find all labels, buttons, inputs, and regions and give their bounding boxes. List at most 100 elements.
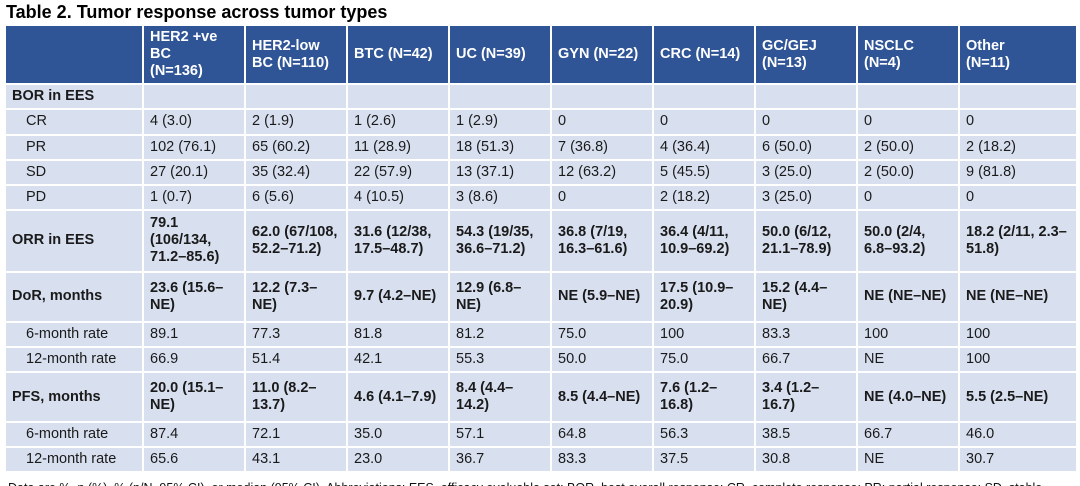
row-label: PFS, months: [4, 371, 144, 424]
data-cell: 3 (25.0): [754, 183, 858, 211]
data-cell: 0: [856, 108, 960, 136]
data-cell: 83.3: [754, 320, 858, 348]
data-cell: 9 (81.8): [958, 158, 1078, 186]
table-row: PR 102 (76.1) 65 (60.2) 11 (28.9) 18 (51.3) 7…: [4, 133, 1078, 161]
data-cell: 22 (57.9): [346, 158, 450, 186]
data-cell: 18.2 (2/11, 2.3–51.8): [958, 208, 1078, 273]
data-cell: 1 (2.9): [448, 108, 552, 136]
data-cell: [958, 83, 1078, 111]
data-cell: 100: [652, 320, 756, 348]
column-header: GC/GEJ (N=13): [754, 26, 858, 85]
data-cell: 35 (32.4): [244, 158, 348, 186]
data-cell: 7 (36.8): [550, 133, 654, 161]
data-cell: 81.2: [448, 320, 552, 348]
data-cell: [652, 83, 756, 111]
data-cell: [244, 83, 348, 111]
data-cell: 23.6 (15.6–NE): [142, 270, 246, 323]
data-cell: 31.6 (12/38, 17.5–48.7): [346, 208, 450, 273]
data-cell: 20.0 (15.1–NE): [142, 371, 246, 424]
data-cell: 72.1: [244, 421, 348, 449]
data-cell: 30.7: [958, 446, 1078, 474]
row-label: 12-month rate: [4, 446, 144, 474]
table-row: ORR in EES 79.1 (106/134, 71.2–85.6) 62.0 …: [4, 208, 1078, 273]
data-cell: 23.0: [346, 446, 450, 474]
data-cell: [142, 83, 246, 111]
row-label: SD: [4, 158, 144, 186]
data-cell: 0: [856, 183, 960, 211]
column-header: Other (N=11): [958, 26, 1078, 85]
table-row: CR 4 (3.0) 2 (1.9) 1 (2.6) 1 (2.9) 0 0 0 0 0: [4, 108, 1078, 136]
data-cell: 2 (50.0): [856, 133, 960, 161]
data-cell: 100: [958, 345, 1078, 374]
data-cell: 15.2 (4.4–NE): [754, 270, 858, 323]
data-cell: NE: [856, 446, 960, 474]
data-cell: 35.0: [346, 421, 450, 449]
table-row: 6-month rate 87.4 72.1 35.0 57.1 64.8 56.3 38.5…: [4, 421, 1078, 449]
data-cell: 51.4: [244, 345, 348, 374]
data-cell: NE (NE–NE): [958, 270, 1078, 323]
data-cell: 11 (28.9): [346, 133, 450, 161]
table-title: Table 2. Tumor response across tumor typ…: [6, 2, 388, 22]
table-row: SD 27 (20.1) 35 (32.4) 22 (57.9) 13 (37.1) 12…: [4, 158, 1078, 186]
data-cell: 36.7: [448, 446, 552, 474]
data-cell: 12.9 (6.8–NE): [448, 270, 552, 323]
data-cell: NE (5.9–NE): [550, 270, 654, 323]
tumor-response-table: HER2 +ve BC (N=136) HER2-low BC (N=110) BT…: [4, 26, 1078, 474]
data-cell: 65 (60.2): [244, 133, 348, 161]
data-cell: 6 (5.6): [244, 183, 348, 211]
table-footnote: Data are %, n (%), % (n/N, 95% CI), or m…: [8, 479, 1068, 486]
data-cell: 3 (8.6): [448, 183, 552, 211]
data-cell: 3.4 (1.2–16.7): [754, 371, 858, 424]
data-cell: [754, 83, 858, 111]
data-cell: 50.0 (2/4, 6.8–93.2): [856, 208, 960, 273]
data-cell: 100: [856, 320, 960, 348]
data-cell: 1 (0.7): [142, 183, 246, 211]
data-cell: 62.0 (67/108, 52.2–71.2): [244, 208, 348, 273]
column-header: HER2 +ve BC (N=136): [142, 26, 246, 85]
data-cell: 66.7: [856, 421, 960, 449]
data-cell: 30.8: [754, 446, 858, 474]
column-header: CRC (N=14): [652, 26, 756, 85]
data-cell: 81.8: [346, 320, 450, 348]
data-cell: 55.3: [448, 345, 552, 374]
data-cell: 8.5 (4.4–NE): [550, 371, 654, 424]
data-cell: 3 (25.0): [754, 158, 858, 186]
data-cell: 11.0 (8.2–13.7): [244, 371, 348, 424]
data-cell: 42.1: [346, 345, 450, 374]
data-cell: 56.3: [652, 421, 756, 449]
data-cell: 1 (2.6): [346, 108, 450, 136]
data-cell: [550, 83, 654, 111]
table-row: 12-month rate 65.6 43.1 23.0 36.7 83.3 37.5 30.…: [4, 446, 1078, 474]
data-cell: 43.1: [244, 446, 348, 474]
column-header: GYN (N=22): [550, 26, 654, 85]
data-cell: 2 (18.2): [652, 183, 756, 211]
data-cell: 4 (10.5): [346, 183, 450, 211]
row-label: 6-month rate: [4, 320, 144, 348]
table-row: DoR, months 23.6 (15.6–NE) 12.2 (7.3–NE) 9.…: [4, 270, 1078, 323]
data-cell: 12 (63.2): [550, 158, 654, 186]
column-header: NSCLC (N=4): [856, 26, 960, 85]
data-cell: 13 (37.1): [448, 158, 552, 186]
data-cell: 57.1: [448, 421, 552, 449]
row-label: CR: [4, 108, 144, 136]
row-label: PR: [4, 133, 144, 161]
data-cell: 5.5 (2.5–NE): [958, 371, 1078, 424]
data-cell: 0: [550, 108, 654, 136]
column-header: HER2-low BC (N=110): [244, 26, 348, 85]
data-cell: NE (NE–NE): [856, 270, 960, 323]
row-label-header: [4, 26, 144, 85]
data-cell: 2 (18.2): [958, 133, 1078, 161]
data-cell: 6 (50.0): [754, 133, 858, 161]
data-cell: 66.9: [142, 345, 246, 374]
data-cell: 2 (1.9): [244, 108, 348, 136]
table-header: HER2 +ve BC (N=136) HER2-low BC (N=110) BT…: [4, 26, 1078, 85]
data-cell: 65.6: [142, 446, 246, 474]
row-label: PD: [4, 183, 144, 211]
data-cell: 87.4: [142, 421, 246, 449]
data-cell: 7.6 (1.2–16.8): [652, 371, 756, 424]
table-row: PFS, months 20.0 (15.1–NE) 11.0 (8.2–13.7)…: [4, 371, 1078, 424]
table-row: BOR in EES: [4, 83, 1078, 111]
data-cell: 2 (50.0): [856, 158, 960, 186]
data-cell: 77.3: [244, 320, 348, 348]
